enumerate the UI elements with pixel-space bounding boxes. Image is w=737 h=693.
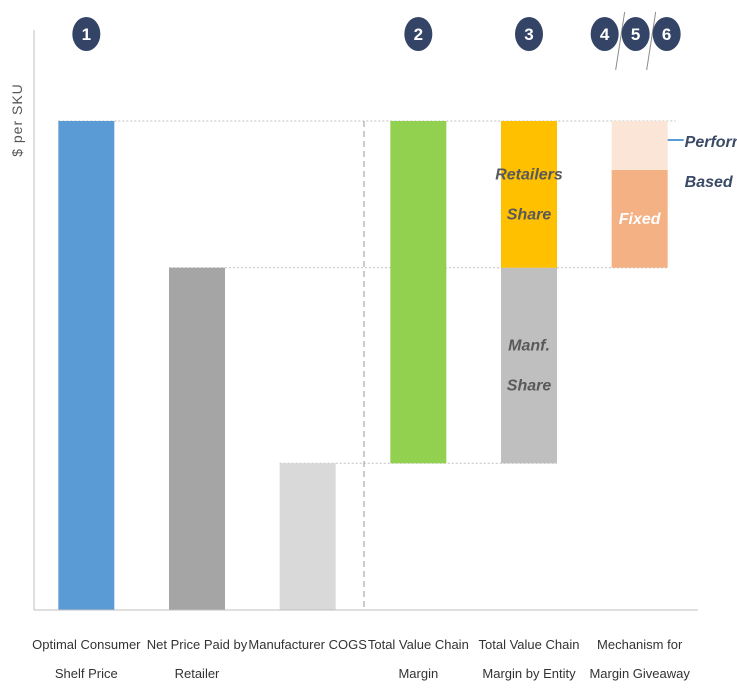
category-label-1: Retailer: [175, 666, 220, 681]
bar-4-segment-0-label: Share: [507, 378, 552, 395]
perform-label: Based: [685, 174, 734, 191]
step-badge-6: 6: [652, 17, 681, 51]
step-badge-2: 2: [404, 17, 433, 51]
category-label-5: Mechanism for: [597, 637, 683, 652]
perform-label: Perform.: [685, 134, 737, 151]
category-label-0: Shelf Price: [55, 666, 118, 681]
bar-0-segment-0: [58, 121, 115, 610]
badge-circle: [621, 17, 650, 51]
bar-5-segment-0: [611, 169, 668, 268]
step-badge-4: 4: [590, 11, 626, 71]
category-label-5: Margin Giveaway: [589, 666, 690, 681]
category-label-4: Margin by Entity: [482, 666, 576, 681]
bar-1-segment-0: [169, 267, 225, 610]
bar-4-segment-1: [501, 121, 557, 268]
bar-4-segment-0: [501, 267, 557, 464]
badge-circle: [652, 17, 681, 51]
badge-number: 2: [414, 25, 423, 44]
annotations-group: Perform. Based: [667, 134, 737, 191]
bar-2-segment-0: [279, 463, 336, 610]
badge-circle: [404, 17, 433, 51]
category-label-3: Total Value Chain: [368, 637, 469, 652]
step-badge-1: 1: [72, 17, 101, 51]
axes-group: [33, 30, 698, 611]
bar-3-segment-0: [390, 121, 447, 464]
badge-separator: [615, 11, 626, 71]
category-label-3: Margin: [398, 666, 438, 681]
bar-4-segment-1-label: Retailers: [495, 166, 563, 183]
badges-group: 1 2 3 4 5 6: [72, 11, 681, 71]
badge-separator: [646, 11, 657, 71]
badge-circle: [590, 17, 619, 51]
badge-number: 1: [82, 25, 91, 44]
badge-number: 4: [600, 25, 610, 44]
bar-5-segment-0-label: Fixed: [619, 211, 662, 228]
bar-4-segment-1-label: Share: [507, 206, 552, 223]
category-label-1: Net Price Paid by: [147, 637, 248, 652]
step-badge-5: 5: [621, 11, 657, 71]
category-label-4: Total Value Chain: [479, 637, 580, 652]
badge-number: 5: [631, 25, 640, 44]
bar-5-segment-1: [611, 121, 668, 170]
guide-lines: [58, 120, 676, 464]
category-label-0: Optimal Consumer: [32, 637, 141, 652]
category-label-2: Manufacturer COGS: [248, 637, 367, 652]
step-badge-3: 3: [515, 17, 543, 51]
badge-circle: [515, 17, 543, 51]
y-axis-label: $ per SKU: [9, 83, 25, 157]
badge-number: 3: [524, 25, 533, 44]
bars-group: Manf. Share Retailers Share Fixed: [58, 121, 668, 610]
bar-4-segment-0-label: Manf.: [508, 338, 550, 355]
category-labels: Optimal Consumer Shelf Price Net Price Pai…: [32, 637, 690, 681]
badge-circle: [72, 17, 101, 51]
badge-number: 6: [662, 25, 671, 44]
